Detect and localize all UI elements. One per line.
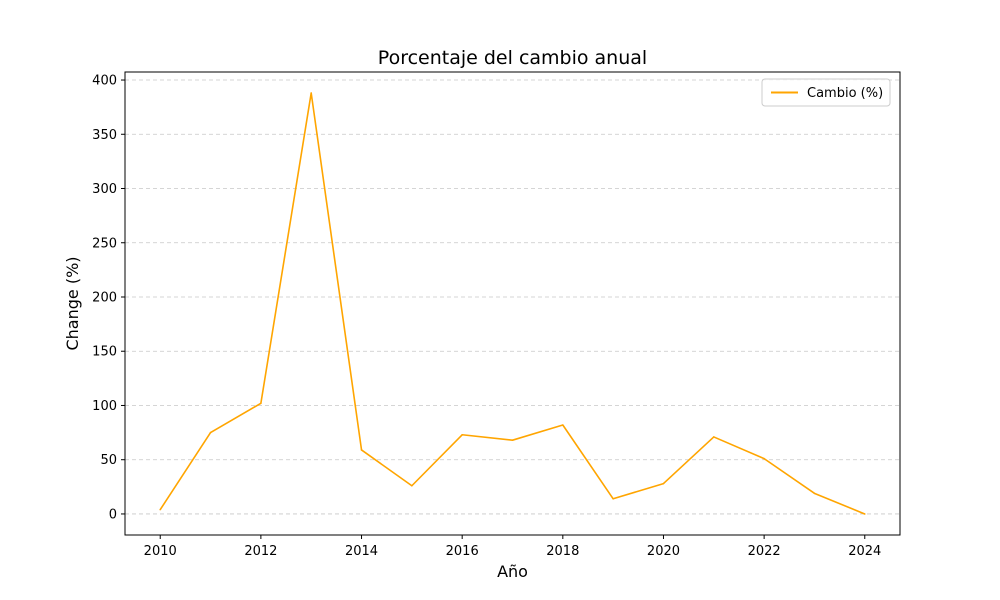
data-point [411, 484, 413, 487]
legend-label: Cambio (%) [807, 86, 883, 101]
x-tick-label: 2018 [546, 544, 579, 559]
y-axis-title: Change (%) [63, 256, 82, 350]
y-tick-label: 400 [92, 74, 117, 89]
y-tick-label: 200 [92, 290, 117, 305]
x-axis-ticks: 2010 2012 2014 2016 2018 2020 2022 2024 [144, 535, 881, 559]
x-tick-label: 2024 [848, 544, 881, 559]
data-point [612, 497, 614, 500]
y-tick-label: 300 [92, 182, 117, 197]
x-tick-label: 2012 [244, 544, 277, 559]
data-point [863, 513, 866, 515]
data-point [813, 492, 816, 495]
data-point [763, 457, 765, 460]
x-tick-label: 2016 [446, 544, 479, 559]
legend: Cambio (%) [761, 78, 891, 107]
data-point [360, 449, 363, 451]
data-point [260, 402, 262, 405]
series-line [159, 92, 866, 515]
data-point [562, 424, 564, 426]
x-axis-title: Año [497, 562, 528, 581]
x-tick-label: 2010 [144, 544, 177, 559]
data-point [310, 92, 313, 94]
x-tick-label: 2022 [748, 544, 781, 559]
legend-box [761, 78, 891, 107]
data-point [662, 482, 665, 485]
y-tick-label: 250 [92, 236, 117, 251]
data-point [461, 433, 463, 436]
y-tick-label: 350 [92, 128, 117, 143]
grid-lines [125, 79, 900, 515]
series-layer [159, 92, 866, 515]
y-axis-ticks: 0 50 100 150 200 250 300 350 400 [92, 74, 125, 522]
data-point [712, 436, 715, 438]
data-point [159, 508, 162, 511]
data-point [511, 439, 514, 441]
plot-area-frame [124, 71, 901, 536]
chart-title: Porcentaje del cambio anual [378, 47, 647, 69]
y-tick-label: 150 [92, 345, 117, 360]
x-tick-label: 2020 [647, 544, 680, 559]
x-tick-label: 2014 [345, 544, 378, 559]
y-tick-label: 0 [109, 507, 117, 522]
y-tick-label: 100 [92, 399, 117, 414]
data-point [209, 431, 212, 434]
y-tick-label: 50 [100, 453, 117, 468]
